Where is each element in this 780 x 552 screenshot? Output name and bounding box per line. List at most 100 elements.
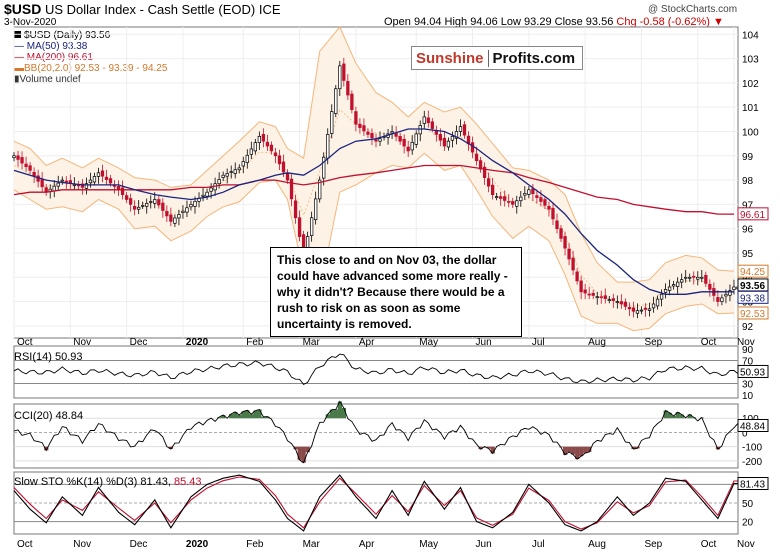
- legend-price-label: $USD (Daily) 93.56: [24, 30, 111, 41]
- price-candle-body: [651, 303, 656, 309]
- price-label-94.25: 94.25: [740, 267, 765, 278]
- cci-positive-fill: [245, 410, 250, 419]
- price-candle-body: [655, 298, 660, 307]
- price-candle-body: [265, 141, 270, 147]
- price-candle-body: [141, 204, 145, 207]
- price-tick-label: 97: [742, 200, 754, 211]
- price-candle-body: [253, 142, 257, 152]
- price-candle-body: [671, 284, 676, 287]
- price-tick-label: 95: [742, 249, 754, 260]
- cci-positive-fill: [667, 412, 672, 419]
- rsi-line: [13, 353, 739, 385]
- price-candle-body: [96, 172, 101, 177]
- cci-negative-fill: [579, 446, 584, 457]
- down-triangle-icon: ▼: [713, 16, 724, 28]
- legend-ma200: — MA(200) 96.61: [14, 52, 93, 63]
- price-candle-body: [519, 196, 523, 202]
- price-candle-body: [418, 125, 422, 135]
- cci-positive-fill: [337, 401, 342, 419]
- cci-positive-fill: [249, 414, 254, 419]
- rsi-tick-label: 90: [742, 345, 754, 356]
- price-candle-body: [245, 154, 249, 163]
- price-candle-body: [124, 195, 129, 200]
- rsi-tick-label: 30: [742, 380, 754, 391]
- price-candle-body: [390, 131, 394, 134]
- price-candle-body: [169, 214, 173, 222]
- price-tick-label: 100: [742, 127, 759, 138]
- ma50-line: [13, 128, 734, 295]
- price-candle-body: [108, 178, 113, 184]
- price-candle-body: [64, 180, 68, 183]
- price-candle-body: [281, 161, 286, 173]
- cci-negative-fill: [631, 446, 636, 450]
- price-label-box: [737, 207, 769, 221]
- price-candle-body: [499, 196, 503, 199]
- price-candle-body: [334, 88, 338, 114]
- price-candle-body: [273, 152, 278, 157]
- price-candle-body: [205, 191, 209, 197]
- price-candle-body: [269, 144, 274, 152]
- price-candle-body: [406, 146, 410, 152]
- price-candle-body: [60, 179, 64, 182]
- price-candle-body: [137, 206, 141, 210]
- cci-tick-label: -200: [742, 457, 762, 468]
- price-label-96.61: 96.61: [740, 210, 765, 221]
- price-candle-body: [442, 137, 447, 147]
- cci-positive-fill: [329, 409, 334, 419]
- price-candle-body: [133, 205, 137, 210]
- price-candle-body: [314, 198, 318, 221]
- price-candle-body: [326, 134, 330, 159]
- price-candle-body: [322, 156, 326, 179]
- price-candle-body: [88, 179, 93, 184]
- price-month-label: 2020: [186, 337, 209, 348]
- price-candle-body: [92, 176, 97, 183]
- price-month-label: Sep: [644, 337, 662, 348]
- price-label-box: [737, 264, 769, 278]
- cci-negative-fill: [571, 446, 576, 455]
- price-candle-body: [338, 65, 342, 90]
- price-candle-body: [507, 201, 511, 203]
- price-month-label: Nov: [737, 337, 755, 348]
- price-candle-body: [676, 281, 680, 287]
- price-candle-body: [511, 201, 515, 205]
- pane-frame-2: [13, 403, 739, 469]
- chart-title: $USD US Dollar Index - Cash Settle (EOD)…: [4, 1, 281, 17]
- price-candle-body: [394, 133, 398, 137]
- price-candle-body: [462, 124, 467, 136]
- bottom-month-label: Mar: [303, 539, 321, 550]
- price-candle-body: [350, 93, 354, 110]
- price-candle-body: [692, 275, 696, 278]
- price-candle-body: [503, 196, 507, 201]
- price-candle-body: [277, 155, 282, 165]
- price-candle-body: [181, 210, 185, 213]
- price-candle-body: [104, 176, 109, 180]
- price-candle-body: [579, 280, 583, 293]
- price-label-93.56: 93.56: [740, 281, 765, 292]
- cci-positive-fill: [241, 411, 246, 419]
- cci-value-label: 48.84: [740, 421, 765, 432]
- price-candle-body: [571, 257, 575, 271]
- cci-value-box: [737, 418, 769, 432]
- cci-negative-fill: [305, 446, 310, 453]
- price-candle-body: [193, 200, 197, 207]
- price-candle-body: [535, 195, 539, 198]
- cci-negative-fill: [478, 446, 483, 450]
- bottom-month-label: Oct: [17, 539, 33, 550]
- cci-negative-fill: [44, 446, 49, 451]
- cci-positive-fill: [265, 416, 270, 419]
- price-candle-body: [346, 81, 350, 96]
- price-candle-body: [128, 198, 133, 205]
- price-candle-body: [80, 183, 85, 188]
- price-tick-label: 104: [742, 30, 759, 41]
- cci-negative-fill: [583, 446, 588, 454]
- legend-ma200-label: MA(200) 96.61: [26, 52, 93, 63]
- price-candle-body: [539, 197, 543, 202]
- price-candle-body: [100, 170, 105, 177]
- rsi-tick-label: 10: [742, 391, 754, 402]
- price-candle-body: [728, 290, 732, 296]
- cci-positive-fill: [341, 407, 347, 419]
- bottom-month-label: Jul: [532, 539, 545, 550]
- sto-label-d: 85.43: [173, 476, 202, 488]
- sto-k-line: [13, 474, 738, 532]
- price-candle-body: [611, 298, 615, 301]
